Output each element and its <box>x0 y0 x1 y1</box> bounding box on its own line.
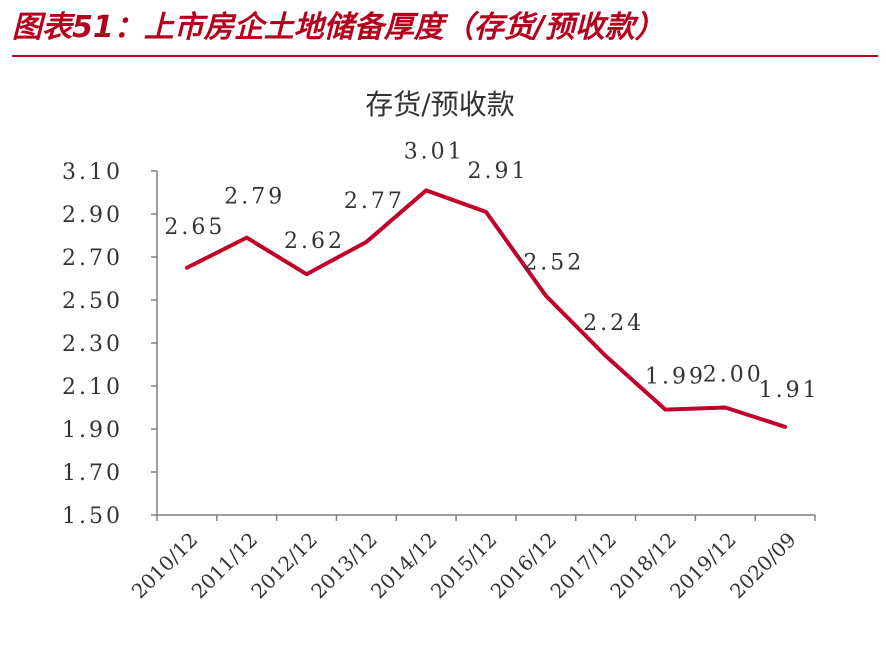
y-tick-label: 2.70 <box>62 246 123 271</box>
y-tick-label: 1.70 <box>62 461 123 486</box>
y-tick-label: 2.10 <box>62 375 123 400</box>
data-label: 1.99 <box>645 365 706 390</box>
y-tick-label: 3.10 <box>62 160 123 185</box>
data-label: 2.91 <box>468 159 529 184</box>
data-label: 2.65 <box>164 215 225 240</box>
y-tick-label: 2.50 <box>62 289 123 314</box>
data-label: 2.24 <box>583 311 644 336</box>
title-rule <box>12 55 878 57</box>
chart-title: 存货/预收款 <box>365 88 514 121</box>
figure-header: 图表51：上市房企土地储备厚度（存货/预收款） <box>12 4 878 54</box>
data-label: 2.62 <box>284 229 345 254</box>
y-tick-label: 1.50 <box>62 504 123 529</box>
x-tick-label: 2020/09 <box>725 528 801 604</box>
y-tick-label: 1.90 <box>62 418 123 443</box>
data-label: 1.91 <box>759 378 820 403</box>
series-line <box>187 190 785 427</box>
line-chart: 存货/预收款 1.50 1.70 1.90 2.10 2.30 2.50 2.70 2.90 3… <box>0 60 886 642</box>
chart-area: 存货/预收款 1.50 1.70 1.90 2.10 2.30 2.50 2.70 2.90 3… <box>0 60 886 642</box>
data-label: 3.01 <box>404 139 465 164</box>
data-label: 2.77 <box>344 189 405 214</box>
data-label: 2.79 <box>224 185 285 210</box>
y-tick-label: 2.90 <box>62 203 123 228</box>
y-tick-label: 2.30 <box>62 332 123 357</box>
figure-title: 图表51：上市房企土地储备厚度（存货/预收款） <box>12 10 665 46</box>
data-label: 2.00 <box>703 363 764 388</box>
data-label: 2.52 <box>523 251 584 276</box>
